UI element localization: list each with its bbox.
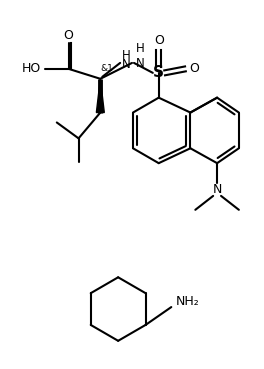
Text: NH₂: NH₂ <box>175 294 199 308</box>
Text: O: O <box>189 62 199 75</box>
Text: H: H <box>122 49 130 62</box>
Text: O: O <box>154 34 164 46</box>
Text: O: O <box>64 29 74 42</box>
Text: HO: HO <box>21 62 41 75</box>
Text: N: N <box>122 58 130 72</box>
Text: N: N <box>213 183 222 196</box>
Text: S: S <box>153 65 164 80</box>
Polygon shape <box>96 79 104 113</box>
Text: H
N: H N <box>135 42 144 70</box>
Text: &1: &1 <box>101 64 114 73</box>
